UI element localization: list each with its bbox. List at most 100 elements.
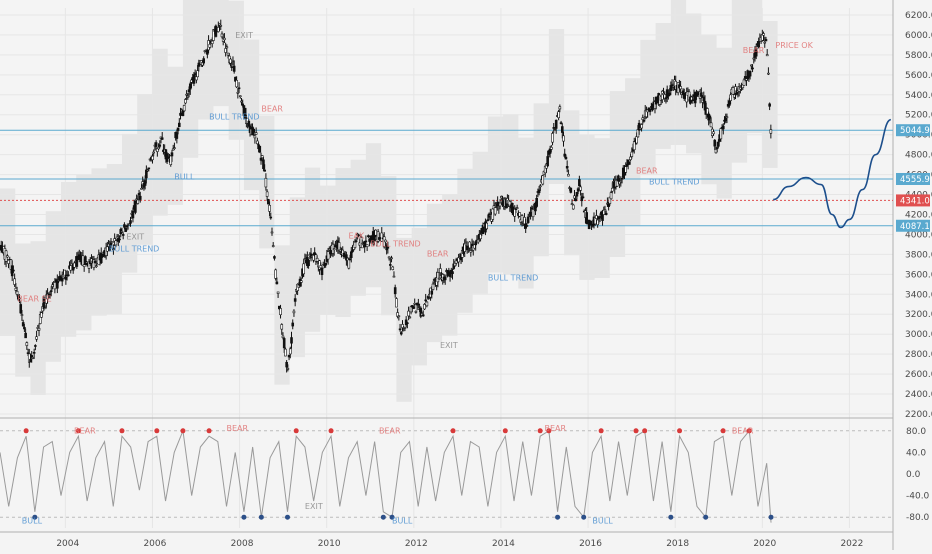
candle-body [23,326,26,330]
projection-line [773,118,892,229]
candle-body [423,304,426,310]
candle-body [406,322,409,325]
candle-body [12,269,15,272]
candle-body [286,368,290,370]
oversold-marker [581,514,587,520]
candle-body [158,144,162,147]
price-tick-label: 3800.0 [905,250,932,260]
candle-body [530,207,534,210]
candle-body [169,155,173,165]
candle-body [259,157,263,161]
candle-body [670,84,674,87]
overbought-marker [23,428,29,434]
candle-body [271,245,275,247]
candle-body [518,212,521,217]
candle-body [26,352,30,354]
candle-body [414,311,418,313]
candle-body [767,72,770,75]
candle-body [268,204,271,212]
candle-body [539,185,542,188]
candle-body [298,278,302,287]
candle-body [648,109,652,112]
candle-body [537,189,541,194]
candle-body [563,153,567,157]
candle-body [140,188,143,190]
candle-body [732,94,736,98]
osc-signal-label: BEAR [732,427,754,436]
osc-tick-label: -80.0 [906,513,930,523]
candle-body [390,257,393,260]
candle-body [642,120,646,122]
candle-body [73,262,76,268]
overbought-marker [746,428,752,434]
candle-body [453,262,457,267]
time-tick-label: 2012 [405,539,428,549]
candle-body [365,244,369,247]
candle-body [121,234,125,236]
candle-body [565,165,569,169]
price-line-badge [896,172,930,185]
candle-body [397,315,401,318]
candle-body [374,229,377,236]
signal-label: BULL TREND [488,273,538,282]
candle-body [179,112,182,116]
candle-body [253,135,257,139]
price-tick-label: 5600.0 [905,71,932,81]
candle-body [262,159,265,169]
candle-body [529,212,532,217]
candle-body [570,203,574,205]
candle-body [315,257,319,262]
price-tick-label: 4000.0 [905,230,932,240]
osc-tick-label: -40.0 [906,492,930,502]
candle-body [348,258,352,261]
candle-body [231,60,235,62]
candle-body [464,242,468,246]
candle-body [451,271,454,275]
candle-body [364,240,368,243]
candle-body [152,151,155,154]
candle-body [559,122,563,124]
candle-body [188,83,192,90]
candle-body [546,156,549,167]
candle-body [576,188,580,192]
overbought-marker [537,428,543,434]
candle-body [43,307,47,310]
price-tick-label: 2600.0 [905,370,932,380]
candle-body [230,66,234,68]
candle-body [679,86,682,90]
candle-body [77,254,81,261]
candle-body [332,248,336,251]
candle-body [661,90,664,100]
candle-body [696,92,699,95]
candle-body [591,224,595,227]
candle-body [399,332,403,335]
candle-body [747,76,751,78]
candle-body [247,120,251,127]
signal-label: BULL TREND [209,113,259,122]
candle-body [112,247,115,251]
candle-body [281,335,285,338]
candle-body [223,37,226,41]
candle-body [719,128,723,140]
candle-body [384,239,387,243]
oversold-marker [285,514,291,520]
candle-body [491,208,495,220]
candle-body [682,94,686,99]
candle-body [173,147,176,149]
candle-body [596,219,599,226]
oversold-marker [555,514,561,520]
candle-body [499,196,503,199]
candle-body [225,46,229,49]
candle-body [193,73,197,75]
candle-body [34,345,37,347]
price-tick-label: 3000.0 [905,330,932,340]
candle-body [224,48,227,53]
candle-body [617,175,620,182]
candle-body [290,337,293,344]
candle-body [486,219,490,221]
candle-body [137,193,141,196]
candle-body [581,196,585,199]
candle-body [176,127,180,131]
